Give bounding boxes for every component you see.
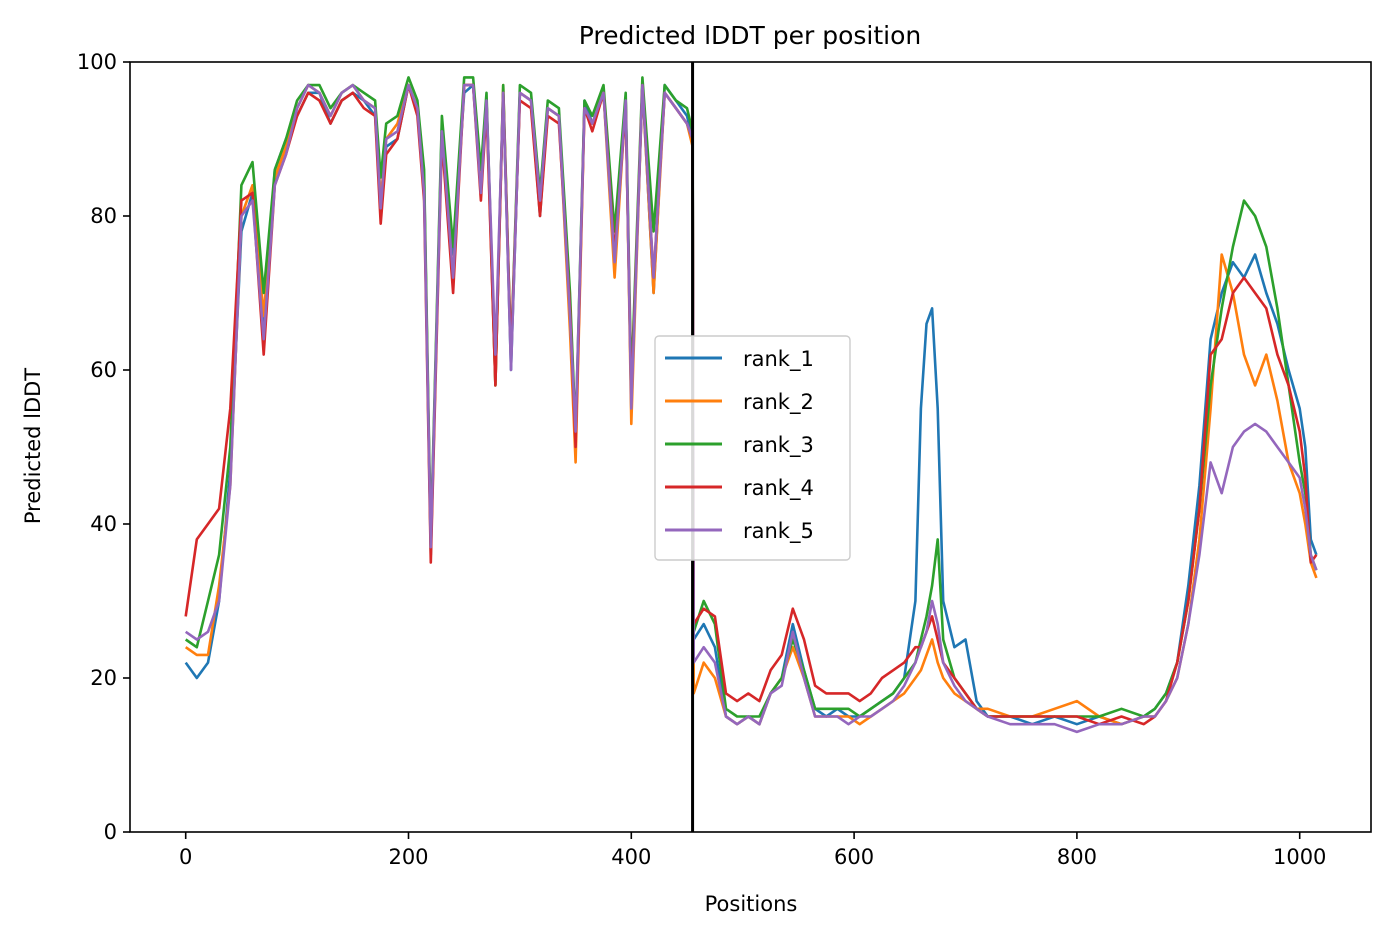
y-tick-label: 20 [90, 666, 117, 690]
y-axis-label: Predicted lDDT [21, 368, 45, 524]
y-tick-label: 60 [90, 358, 117, 382]
axes-frame [129, 61, 1372, 833]
plot-area: 0 200 400 600 800 1000020406080100rank_1rank_… [77, 50, 1372, 869]
x-tick-label: 400 [611, 845, 651, 869]
legend-label: rank_3 [743, 433, 814, 458]
x-tick-label: 200 [388, 845, 428, 869]
chart-title: Predicted lDDT per position [579, 21, 921, 50]
legend: rank_1 rank_2 rank_3 rank_4 rank_5 [654, 335, 851, 561]
legend-label: rank_5 [743, 519, 814, 544]
x-tick-label: 1000 [1273, 845, 1326, 869]
x-axis-label: Positions [705, 892, 798, 916]
y-tick-label: 40 [90, 512, 117, 536]
x-tick-label: 600 [834, 845, 874, 869]
legend-label: rank_1 [743, 347, 814, 372]
y-tick-label: 80 [90, 204, 117, 228]
y-tick-label: 0 [104, 820, 117, 844]
legend-box [654, 335, 851, 561]
x-tick-label: 800 [1057, 845, 1097, 869]
x-tick-label: 0 [179, 845, 192, 869]
y-tick-label: 100 [77, 50, 117, 74]
legend-label: rank_2 [743, 390, 814, 415]
legend-label: rank_4 [743, 476, 814, 501]
